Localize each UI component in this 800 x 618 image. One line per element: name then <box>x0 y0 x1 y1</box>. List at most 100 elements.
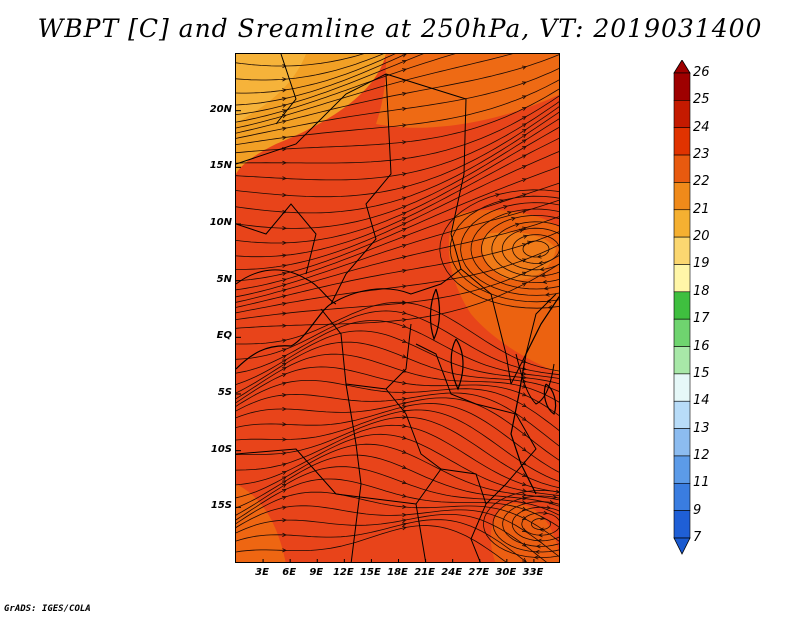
streamline-arrow <box>282 253 287 258</box>
streamline-arrow <box>402 526 407 531</box>
streamline-arrow <box>402 390 407 395</box>
streamline-arrow <box>402 255 407 260</box>
streamline-arrow <box>401 196 407 201</box>
streamline-arrow <box>282 77 287 82</box>
axis-ticks <box>236 110 535 562</box>
streamline-arrow <box>401 211 407 216</box>
streamline-arrow <box>282 96 287 102</box>
streamline-arrow <box>402 172 407 177</box>
colorbar-segment <box>673 209 691 238</box>
colorbar-segment <box>673 264 691 293</box>
colorbar-segment <box>673 455 691 484</box>
streamline-arrow <box>401 54 407 58</box>
coastline-segment <box>543 383 557 415</box>
streamline-arrow <box>542 279 548 284</box>
y-tick-label: 5S <box>217 387 232 398</box>
streamline-arrow <box>282 393 287 398</box>
streamline-arrow <box>282 462 287 467</box>
streamline-arrow <box>543 286 549 291</box>
colorbar-label: 19 <box>693 256 710 272</box>
border-line <box>236 203 317 275</box>
streamline-arrow <box>282 294 287 299</box>
border-line <box>236 448 337 495</box>
border-line <box>385 73 467 235</box>
streamline-arrow <box>522 492 527 497</box>
streamline-arrow <box>507 211 512 215</box>
streamline-arrow <box>402 185 407 190</box>
streamline-arrow <box>282 119 287 124</box>
streamline-arrow <box>281 495 287 500</box>
colorbar-segment <box>673 236 691 265</box>
colorbar-label: 14 <box>693 393 710 409</box>
streamline <box>531 518 551 530</box>
streamline <box>236 255 559 321</box>
border-line <box>345 383 362 562</box>
streamline <box>236 88 559 154</box>
x-tick-label: 27E <box>468 567 490 578</box>
streamline <box>236 505 559 558</box>
streamline <box>236 491 559 542</box>
streamline-arrow <box>282 288 287 293</box>
streamline-arrow <box>537 533 543 538</box>
x-tick-label: 15E <box>360 567 381 578</box>
streamline-arrow <box>281 348 287 353</box>
streamline-arrow <box>522 431 527 437</box>
streamline <box>512 234 559 264</box>
streamline-arrow <box>281 483 287 488</box>
streamline-arrow <box>282 109 287 114</box>
streamline-arrow <box>282 518 287 523</box>
streamline-arrow <box>536 538 542 543</box>
streamline <box>236 137 559 258</box>
streamline-arrow <box>523 234 528 239</box>
streamline-arrow <box>401 449 407 454</box>
streamline-arrow <box>281 488 287 493</box>
chart-title: WBPT [C] and Sreamline at 250hPa, VT: 20… <box>37 14 763 43</box>
streamline-arrow <box>521 65 527 70</box>
x-tick-label: 30E <box>495 567 517 578</box>
streamline-arrow <box>401 205 407 210</box>
streamline-arrow <box>282 437 287 442</box>
streamline-arrow <box>521 133 527 139</box>
border-line <box>450 233 512 385</box>
streamline-arrow <box>402 396 407 402</box>
streamline <box>236 54 424 116</box>
streamline <box>236 310 559 376</box>
streamline-arrow <box>402 504 407 509</box>
streamline-arrow <box>521 81 527 86</box>
streamline-arrow <box>281 505 287 510</box>
streamline <box>511 506 559 542</box>
streamline-arrow <box>402 409 407 414</box>
streamline-arrow <box>515 222 520 227</box>
streamline <box>236 320 559 379</box>
streamline <box>470 208 559 290</box>
colorbar-segment <box>673 318 691 347</box>
coastline-segment <box>450 338 464 391</box>
streamline-arrow <box>549 500 555 505</box>
border-line <box>275 54 297 125</box>
border-line <box>510 293 557 385</box>
streamline-arrow <box>522 557 527 562</box>
border-line <box>330 73 392 305</box>
streamline-arrow <box>402 317 407 323</box>
border-line <box>440 468 487 562</box>
streamline-arrow <box>402 405 407 410</box>
streamline-arrow <box>402 284 407 289</box>
streamline <box>236 54 407 106</box>
streamline-arrow <box>521 139 527 144</box>
credit-text: GrADS: IGES/COLA <box>4 604 91 614</box>
streamline <box>236 54 456 123</box>
colorbar-label: 25 <box>693 92 710 108</box>
streamline <box>501 227 559 271</box>
streamline-arrow <box>555 489 559 494</box>
colorbar-label: 15 <box>693 365 710 381</box>
colorbar-segment <box>673 346 691 375</box>
streamline <box>236 54 513 129</box>
streamline-arrow <box>282 422 287 427</box>
colorbar-segment <box>673 510 691 539</box>
colorbar-label: 22 <box>693 174 710 190</box>
streamline-arrow <box>521 116 527 121</box>
streamline-arrow <box>282 63 287 69</box>
streamline-arrow <box>401 243 407 248</box>
streamline-arrow <box>402 300 407 305</box>
streamline-arrow <box>282 176 287 181</box>
